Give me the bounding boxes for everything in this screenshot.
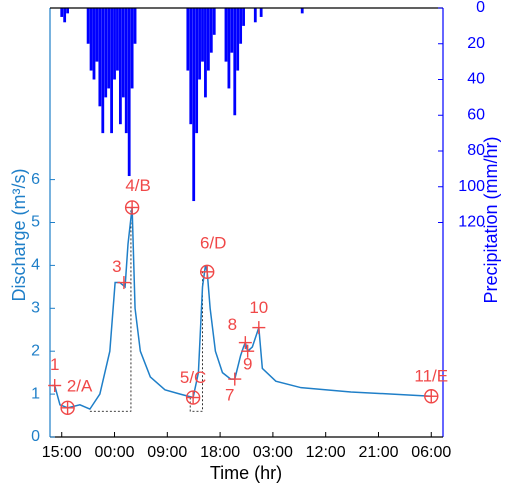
- plus-marker: [48, 379, 62, 393]
- x-tick-label: 18:00: [200, 444, 240, 461]
- x-tick-label: 00:00: [94, 444, 134, 461]
- y2-tick-label: 20: [467, 35, 485, 52]
- y-axis-title: Discharge (m³/s): [9, 168, 29, 301]
- separation-line: [89, 207, 132, 412]
- precip-bar: [253, 8, 257, 23]
- y2-tick-label: 60: [467, 106, 485, 123]
- y2-tick-label: 0: [476, 0, 485, 16]
- precip-bar: [206, 8, 210, 71]
- precip-bar: [66, 8, 69, 14]
- x-tick-label: 21:00: [358, 444, 398, 461]
- x-tick-label: 09:00: [147, 444, 187, 461]
- precip-bar: [113, 8, 116, 80]
- x-tick-label: 06:00: [411, 444, 451, 461]
- plus-marker: [252, 321, 266, 335]
- annotation-label: 11/E: [414, 367, 448, 386]
- precip-bar: [60, 8, 64, 17]
- plus-marker: [228, 372, 242, 386]
- precip-bar: [236, 8, 240, 71]
- precip-bar: [239, 8, 243, 44]
- annotation-label: 5/C: [180, 368, 206, 387]
- annotation-label: 2/A: [67, 376, 93, 395]
- precip-bar: [118, 8, 122, 125]
- precip-bar: [116, 8, 119, 71]
- y-tick-label: 0: [31, 428, 40, 445]
- precip-bar: [101, 8, 105, 134]
- x-tick-label: 12:00: [306, 444, 346, 461]
- circle-marker: [199, 264, 215, 280]
- y-tick-label: 1: [31, 385, 40, 402]
- y2-axis-title: Precipitation (mm/hr): [481, 136, 501, 303]
- precip-bar: [212, 8, 216, 35]
- precip-bar: [127, 8, 131, 177]
- annotation-label: 6/D: [200, 233, 226, 252]
- annotation-label: 8: [228, 315, 237, 334]
- precip-bar: [224, 8, 228, 62]
- precip-bar: [124, 8, 128, 134]
- circle-marker: [185, 390, 201, 405]
- y2-tick-label: 80: [467, 142, 485, 159]
- plus-marker: [241, 344, 255, 358]
- circle-marker: [424, 389, 439, 404]
- y-tick-label: 4: [31, 257, 40, 274]
- precip-bar: [227, 8, 231, 89]
- discharge-line: [51, 207, 432, 411]
- precip-bar: [259, 8, 263, 17]
- plus-marker: [117, 276, 131, 290]
- annotation-label: 9: [243, 355, 252, 374]
- precip-bar: [110, 8, 113, 134]
- precip-bar: [92, 8, 96, 80]
- precip-bar: [98, 8, 102, 107]
- annotation-label: 10: [249, 298, 268, 317]
- y-tick-label: 2: [31, 342, 40, 359]
- precip-bar: [95, 8, 99, 62]
- separation-line: [189, 269, 203, 412]
- y-tick-label: 3: [31, 300, 40, 317]
- annotation-label: 1: [50, 355, 59, 374]
- precip-bar: [121, 8, 125, 98]
- precip-bar: [186, 8, 190, 71]
- precip-bar: [300, 8, 304, 14]
- y-tick-label: 6: [31, 171, 40, 188]
- y2-tick-label: 40: [467, 71, 485, 88]
- y-tick-label: 5: [31, 214, 40, 231]
- y2-tick-label: 100: [458, 178, 485, 195]
- precip-bar: [130, 8, 134, 89]
- precip-bar: [192, 8, 196, 202]
- precip-bar: [204, 8, 207, 98]
- precip-bar: [189, 8, 193, 125]
- annotation-label: 7: [225, 386, 234, 405]
- x-tick-label: 03:00: [253, 444, 293, 461]
- precip-bar: [86, 8, 90, 44]
- precip-bar: [201, 8, 204, 62]
- x-tick-label: 15:00: [42, 444, 82, 461]
- precip-bar: [195, 8, 199, 134]
- annotation-label: 4/B: [125, 176, 151, 195]
- precip-bar: [209, 8, 213, 53]
- precip-bar: [63, 8, 67, 23]
- precip-bar: [107, 8, 111, 89]
- circle-marker: [60, 400, 75, 416]
- precip-bar: [89, 8, 93, 71]
- precip-bar: [230, 8, 234, 53]
- annotation-label: 3: [112, 257, 121, 276]
- circle-marker: [124, 200, 140, 215]
- plus-marker: [238, 336, 252, 350]
- x-axis-title: Time (hr): [210, 463, 282, 483]
- precip-bar: [233, 8, 237, 116]
- precip-bar: [242, 8, 245, 26]
- precip-bar: [198, 8, 201, 80]
- y2-tick-label: 120: [458, 214, 485, 231]
- precip-bar: [133, 8, 137, 44]
- precip-bar: [104, 8, 108, 98]
